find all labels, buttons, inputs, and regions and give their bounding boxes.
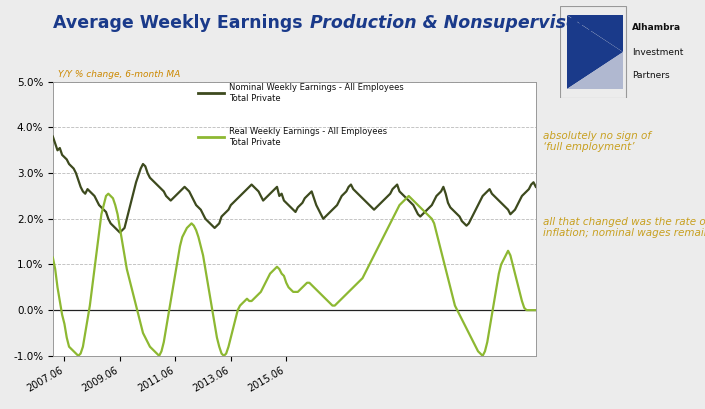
Polygon shape: [567, 52, 623, 89]
Text: Real Weekly Earnings - All Employees
Total Private: Real Weekly Earnings - All Employees Tot…: [229, 126, 387, 147]
Text: Y/Y % change, 6-month MA: Y/Y % change, 6-month MA: [58, 70, 180, 79]
Text: Average Weekly Earnings: Average Weekly Earnings: [53, 14, 309, 32]
Polygon shape: [567, 15, 623, 52]
Text: Production & Nonsupervisory: Production & Nonsupervisory: [310, 14, 599, 32]
Text: all that changed was the rate of
inflation; nominal wages remain stuck: all that changed was the rate of inflati…: [543, 217, 705, 238]
Polygon shape: [567, 15, 623, 89]
Text: Nominal Weekly Earnings - All Employees
Total Private: Nominal Weekly Earnings - All Employees …: [229, 83, 404, 103]
Text: absolutely no sign of
‘full employment’: absolutely no sign of ‘full employment’: [543, 131, 651, 153]
Text: Partners: Partners: [632, 70, 670, 80]
Text: Investment: Investment: [632, 47, 684, 56]
Text: Alhambra: Alhambra: [632, 22, 681, 32]
